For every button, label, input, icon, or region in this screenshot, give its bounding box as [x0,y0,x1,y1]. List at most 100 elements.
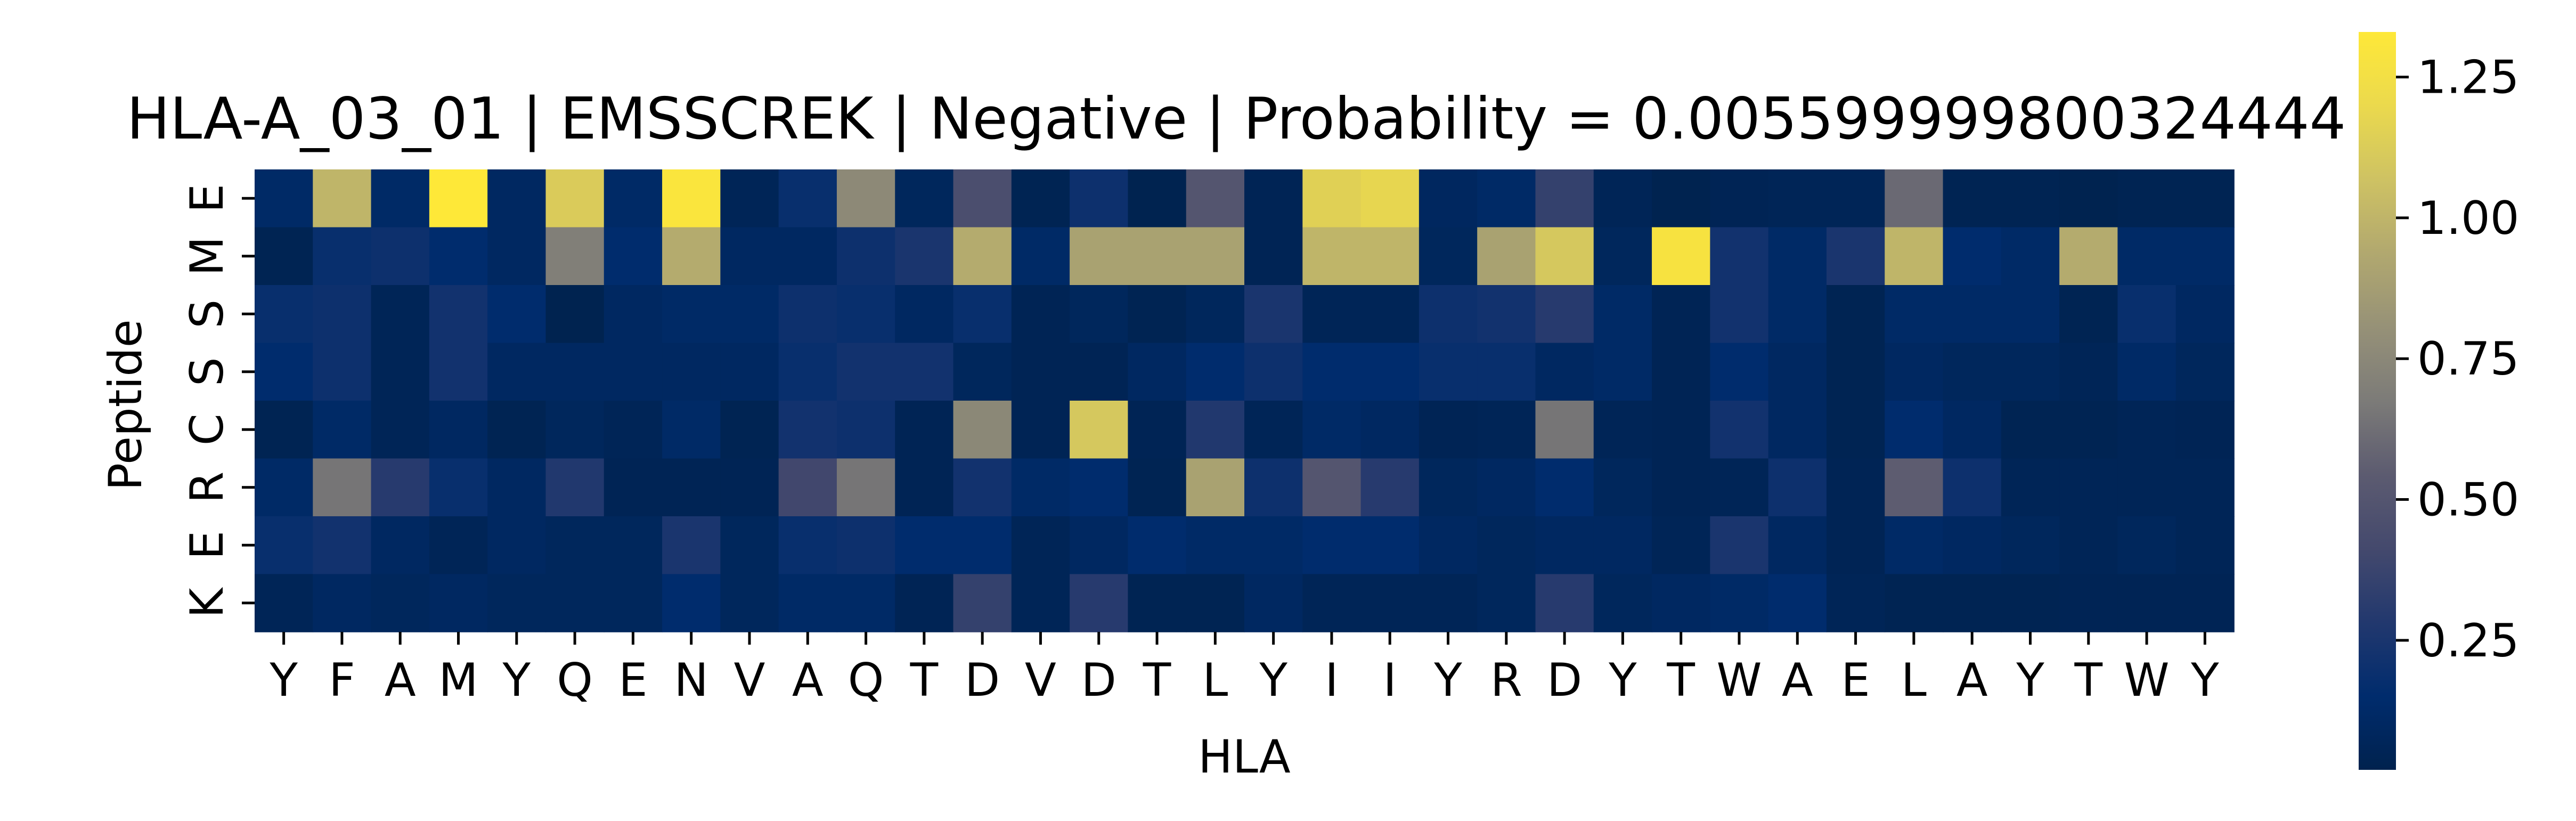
heatmap-cells [255,169,2235,632]
x-tick-label: R [1490,654,1522,707]
heatmap-cell [1011,574,1070,632]
heatmap-cell [1128,227,1187,286]
chart-title: HLA-A_03_01 | EMSSCREK | Negative | Prob… [127,86,2346,152]
heatmap-cell [2059,574,2118,632]
heatmap-cell [662,574,721,632]
heatmap-cell [953,516,1012,575]
x-tick-label: M [438,654,478,707]
x-tick-label: D [1081,654,1116,707]
heatmap-cell [1535,227,1594,286]
x-tick-label: Y [502,654,531,707]
x-tick-label: E [1841,654,1870,707]
heatmap-cell [662,458,721,517]
heatmap-cell [1128,169,1187,228]
x-tick-label: W [2124,654,2170,707]
heatmap-cell [1535,458,1594,517]
y-tick-label: M [181,237,234,276]
colorbar-tick-label: 1.25 [2417,51,2519,104]
colorbar-tick-label: 1.00 [2417,192,2519,245]
heatmap-cell [2001,574,2060,632]
heatmap-cell [1652,285,1711,344]
heatmap-cell [1419,227,1478,286]
heatmap-cell [604,458,663,517]
heatmap-cell [255,285,314,344]
heatmap-cell [1593,343,1652,401]
heatmap-cell [1128,401,1187,459]
heatmap-cell [895,285,954,344]
heatmap-cell [895,169,954,228]
y-tick-label: C [181,413,234,445]
heatmap-cell [1070,285,1129,344]
heatmap-cell [2117,169,2176,228]
heatmap-cell [2059,169,2118,228]
heatmap-cell [1360,227,1420,286]
heatmap-cell [2001,343,2060,401]
heatmap-cell [545,285,605,344]
heatmap-cell [371,285,430,344]
heatmap-cell [1885,458,1944,517]
heatmap-cell [1477,574,1536,632]
heatmap-cell [2001,169,2060,228]
heatmap-cell [836,458,896,517]
heatmap-cell [1244,343,1303,401]
heatmap-cell [2117,401,2176,459]
heatmap-cell [1826,458,1886,517]
heatmap-cell [487,401,547,459]
heatmap-cell [429,574,488,632]
heatmap-cell [487,343,547,401]
heatmap-cell [604,401,663,459]
heatmap-cell [895,227,954,286]
x-tick-label: Q [557,654,593,707]
heatmap-cell [778,285,837,344]
heatmap-cell [371,574,430,632]
heatmap-cell [1652,458,1711,517]
heatmap-cell [1943,401,2002,459]
heatmap-cell [778,169,837,228]
heatmap-cell [1826,169,1886,228]
heatmap-cell [1128,343,1187,401]
heatmap-cell [429,169,488,228]
x-tick-label: Q [848,654,884,707]
heatmap-cell [604,169,663,228]
heatmap-cell [604,343,663,401]
heatmap-cell [720,169,779,228]
heatmap-cell [953,458,1012,517]
heatmap-cell [487,516,547,575]
heatmap-cell [371,343,430,401]
heatmap-cell [2059,401,2118,459]
heatmap-cell [895,458,954,517]
heatmap-cell [1070,169,1129,228]
heatmap-cell [1477,401,1536,459]
heatmap-cell [1186,227,1245,286]
heatmap-cell [1768,227,1827,286]
heatmap-cell [1535,574,1594,632]
heatmap-cell [1710,401,1769,459]
heatmap-cell [1244,516,1303,575]
heatmap-cell [313,343,372,401]
heatmap-cell [487,169,547,228]
heatmap-cell [313,401,372,459]
x-tick-label: D [965,654,1000,707]
heatmap-cell [2059,285,2118,344]
heatmap-cell [1885,343,1944,401]
heatmap-cell [662,227,721,286]
heatmap-cell [1070,343,1129,401]
heatmap-cell [313,574,372,632]
heatmap-cell [1710,169,1769,228]
heatmap-cell [2175,227,2235,286]
heatmap-cell [255,516,314,575]
heatmap-cell [545,343,605,401]
heatmap-cell [662,516,721,575]
heatmap-cell [778,458,837,517]
heatmap-cell [1593,285,1652,344]
heatmap-cell [2117,574,2176,632]
x-tick-label: Y [2190,654,2219,707]
heatmap-cell [2117,343,2176,401]
heatmap-cell [1419,343,1478,401]
heatmap-cell [313,227,372,286]
heatmap-cell [1943,516,2002,575]
x-tick-label: T [1666,654,1695,707]
x-tick-label: V [1025,654,1056,707]
heatmap-cell [604,285,663,344]
heatmap-cell [1070,516,1129,575]
